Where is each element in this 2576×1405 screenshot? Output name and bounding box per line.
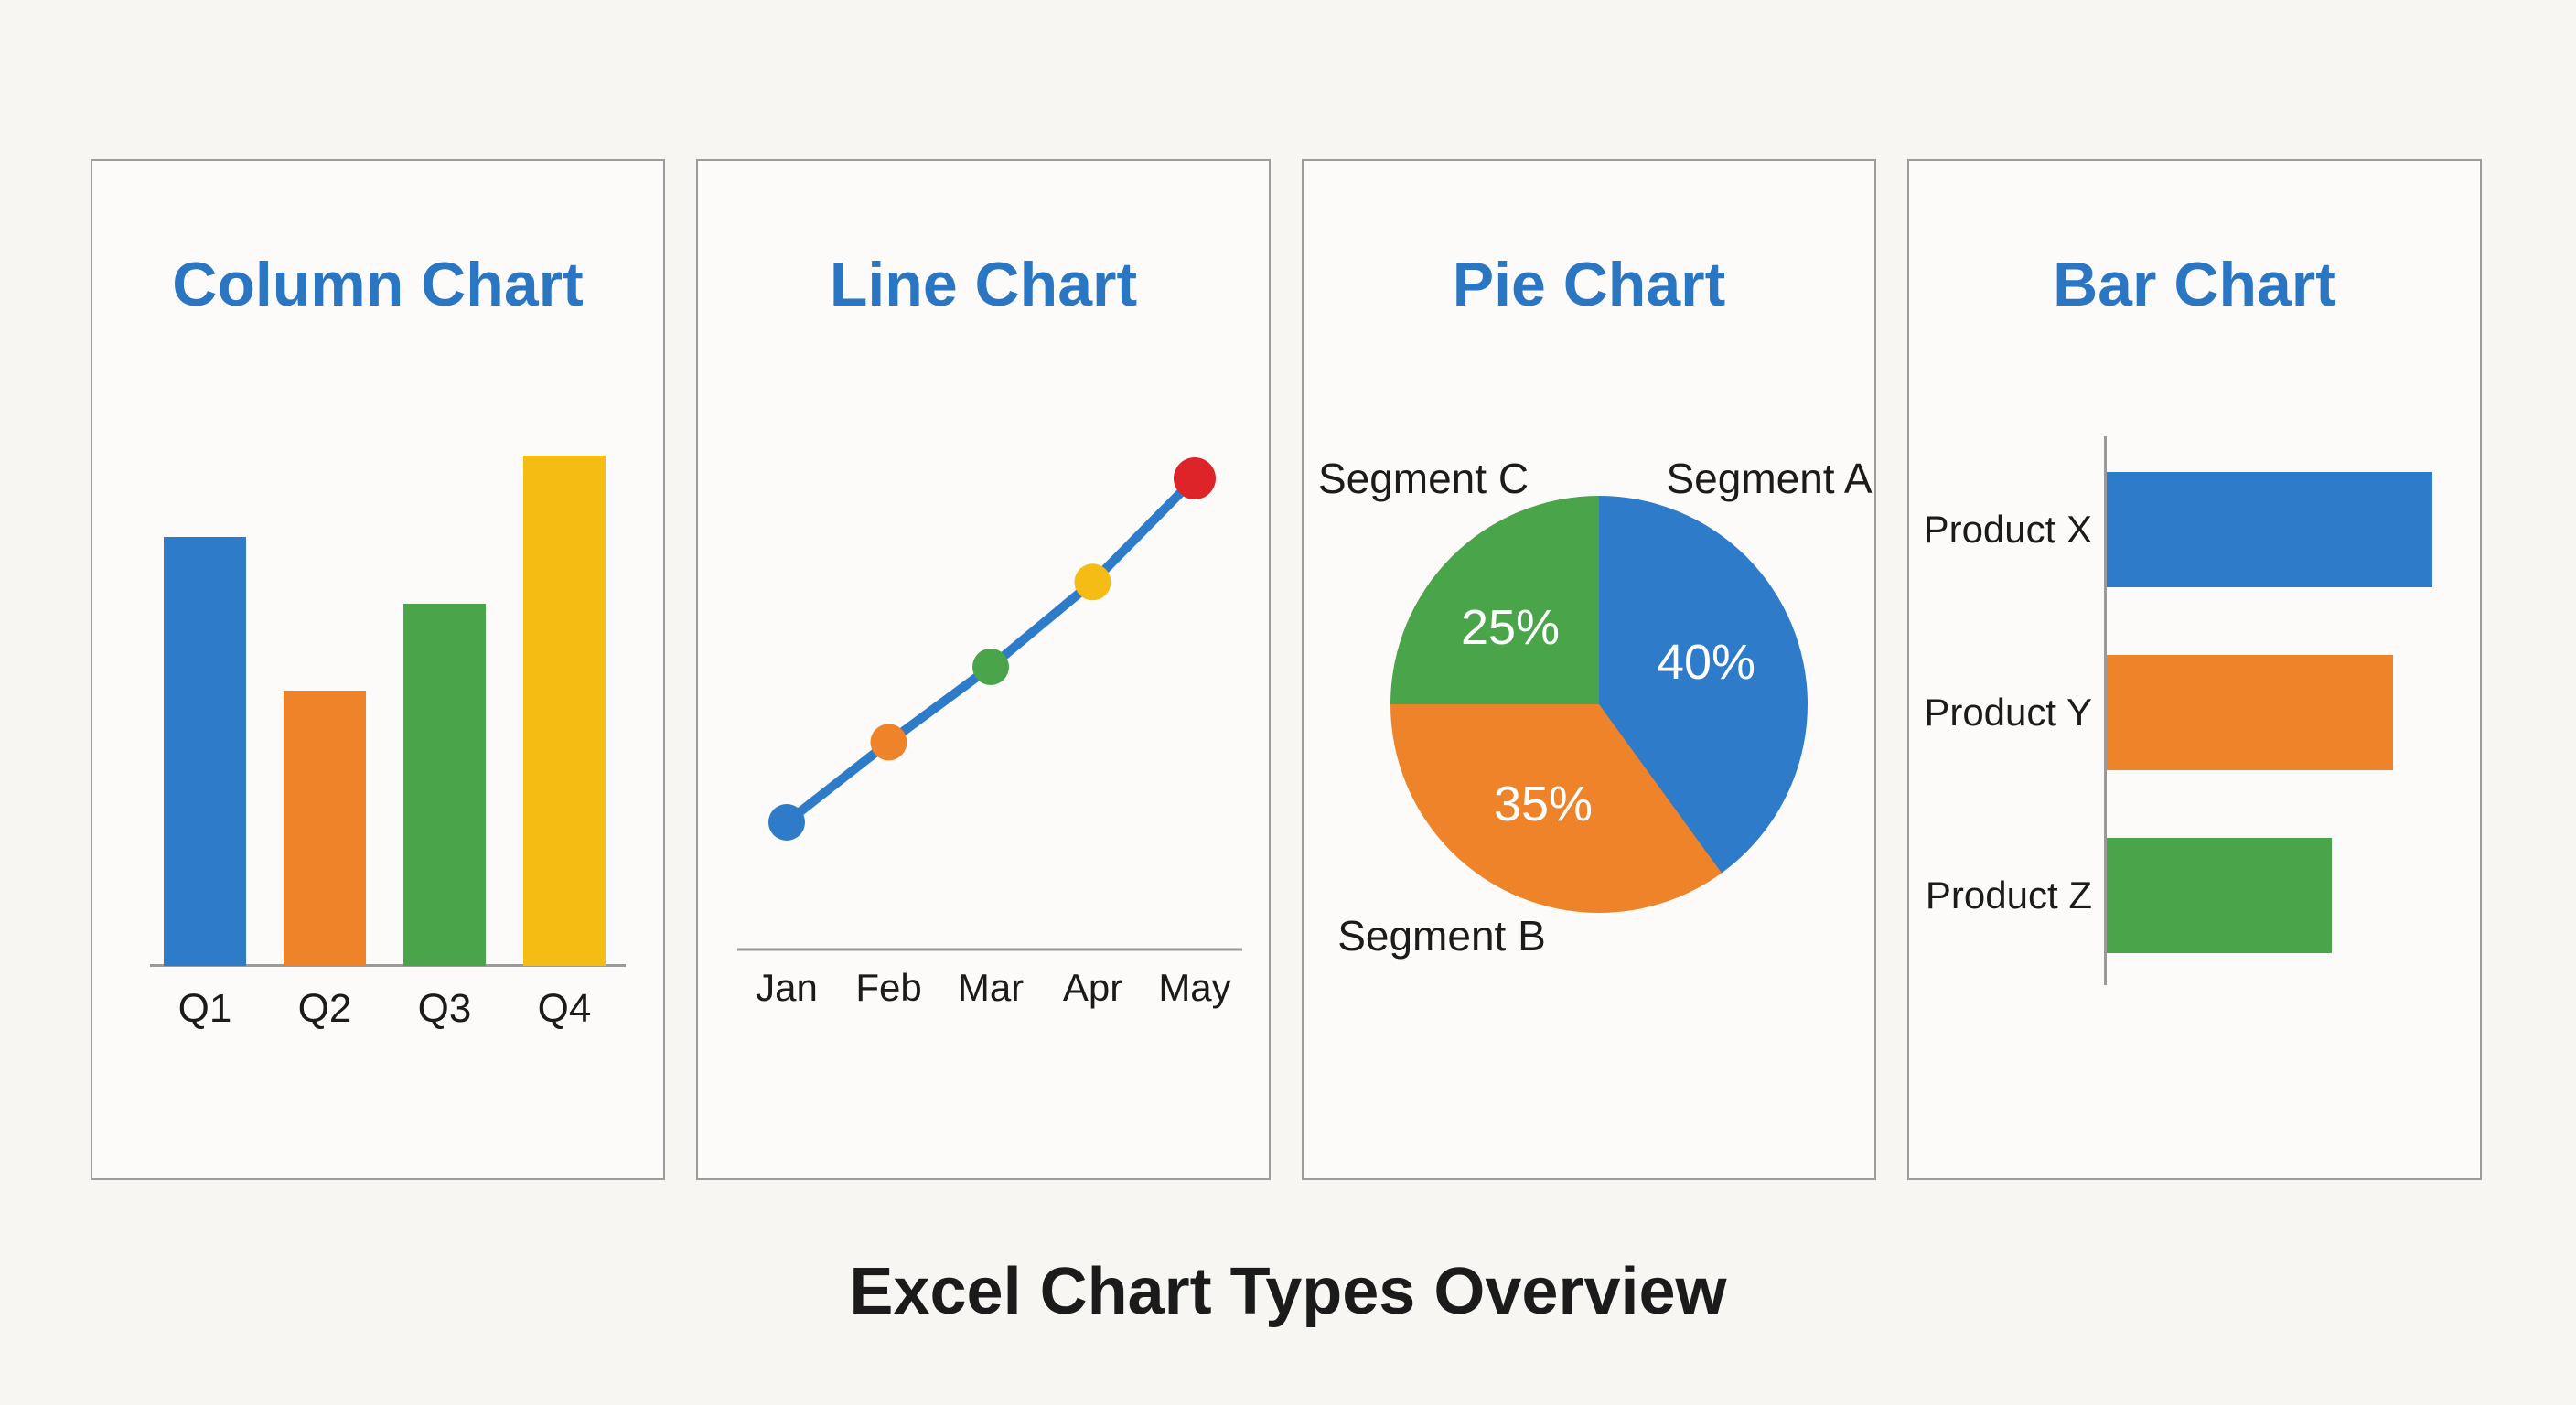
pie-label-segment-c: Segment C bbox=[1317, 455, 1530, 502]
pie-chart-title: Pie Chart bbox=[1452, 250, 1726, 319]
line-chart-svg bbox=[737, 457, 1242, 951]
column-category-label: Q2 bbox=[297, 986, 352, 1031]
column-bar-q3 bbox=[403, 604, 486, 966]
column-bar-q2 bbox=[284, 691, 366, 966]
bar-product-z bbox=[2107, 838, 2332, 953]
column-category-label: Q1 bbox=[177, 986, 232, 1031]
pie-label-segment-b: Segment B bbox=[1337, 912, 1546, 960]
line-marker-mar bbox=[972, 649, 1009, 685]
bar-chart-plot: Product X Product Y Product Z bbox=[1909, 161, 2480, 1178]
pie-value-segment-a: 40% bbox=[1656, 635, 1756, 690]
pie-value-segment-b: 35% bbox=[1493, 777, 1594, 831]
panel-bar-chart: Bar Chart Product X Product Y Product Z bbox=[1907, 159, 2482, 1180]
bar-chart-title: Bar Chart bbox=[2053, 250, 2336, 319]
pie-chart-plot: Segment A Segment B Segment C 40% 35% 25… bbox=[1304, 161, 1874, 1178]
line-marker-may bbox=[1174, 457, 1216, 499]
column-chart-title: Column Chart bbox=[172, 250, 584, 319]
pie-graphic bbox=[1390, 496, 1808, 913]
column-category-label: Q4 bbox=[537, 986, 592, 1031]
pie-value-segment-c: 25% bbox=[1460, 600, 1561, 655]
pie-label-segment-a: Segment A bbox=[1666, 455, 1873, 502]
main-title: Excel Chart Types Overview bbox=[849, 1255, 1727, 1328]
line-chart-title: Line Chart bbox=[829, 250, 1138, 319]
bar-category-label: Product X bbox=[1923, 508, 2092, 551]
column-bar-q4 bbox=[523, 456, 606, 966]
panel-line-chart: Line Chart Jan Feb Mar Apr May bbox=[696, 159, 1271, 1180]
line-x-label-jan: Jan bbox=[756, 966, 818, 1009]
line-chart-plot: Jan Feb Mar Apr May bbox=[698, 161, 1269, 1178]
panel-column-chart: Column Chart Q1 Q2 Q3 Q4 bbox=[91, 159, 665, 1180]
column-category-label: Q3 bbox=[417, 986, 472, 1031]
line-x-label-apr: Apr bbox=[1062, 966, 1123, 1009]
line-marker-apr bbox=[1074, 563, 1111, 601]
bar-category-label: Product Y bbox=[1924, 691, 2092, 734]
column-chart-plot: Q1 Q2 Q3 Q4 bbox=[92, 161, 663, 1178]
bar-chart-y-axis bbox=[2104, 436, 2107, 985]
line-x-label-may: May bbox=[1158, 966, 1231, 1009]
column-chart-x-axis bbox=[150, 964, 626, 967]
bar-product-y bbox=[2107, 655, 2393, 770]
panel-pie-chart: Pie Chart Segment A Segment B Segment C … bbox=[1302, 159, 1876, 1180]
line-x-label-feb: Feb bbox=[855, 966, 922, 1009]
column-bar-q1 bbox=[164, 537, 246, 966]
bar-category-label: Product Z bbox=[1925, 874, 2092, 917]
bar-product-x bbox=[2107, 472, 2432, 587]
line-marker-jan bbox=[768, 803, 805, 841]
line-marker-feb bbox=[870, 724, 907, 761]
line-x-label-mar: Mar bbox=[957, 966, 1025, 1009]
